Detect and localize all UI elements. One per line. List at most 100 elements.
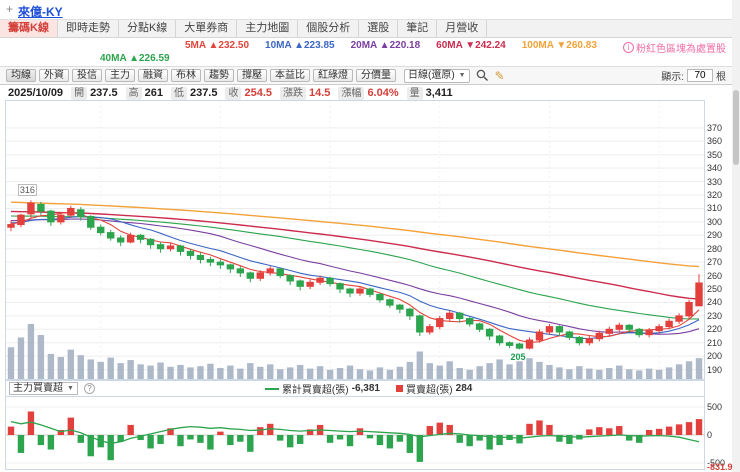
display-count-input[interactable]	[687, 69, 713, 82]
ma-legend-10MA: 10MA ▲223.85	[265, 40, 335, 51]
display-label: 顯示:	[661, 72, 684, 83]
price-axis-tick: 340	[707, 163, 723, 174]
change-pct-value: 6.04%	[367, 87, 399, 99]
price-axis-tick: 360	[707, 136, 723, 147]
volume-label: 量	[406, 86, 423, 100]
display-unit: 根	[716, 72, 726, 83]
flow-axis-tick: 500	[707, 402, 723, 412]
tab-2[interactable]: 即時走勢	[57, 20, 119, 37]
tab-7[interactable]: 選股	[359, 20, 399, 37]
price-axis-tick: 220	[707, 324, 723, 335]
sub-panel-legend: 累計買賣超(張) -6,381 買賣超(張) 284	[264, 381, 473, 396]
high-label: 高	[125, 86, 142, 100]
price-axis-tick: 330	[707, 176, 723, 187]
ma5-line	[10, 211, 700, 344]
change-pct-label: 漲幅	[338, 86, 365, 100]
help-icon[interactable]: ?	[83, 383, 95, 394]
ma-legend-100MA: 100MA ▼260.83	[521, 40, 597, 51]
sub-chart-canvas[interactable]	[5, 396, 705, 470]
scrollbar-thumb[interactable]	[733, 90, 739, 165]
add-tab-button[interactable]: +	[5, 2, 13, 16]
tab-bar: 籌碼K線 即時走勢 分點K線 大單券商 主力地圖 個股分析 選股 筆記 月營收	[0, 20, 740, 38]
change-value: 14.5	[309, 87, 331, 99]
toolbar-button-均線[interactable]: 均線	[6, 69, 36, 82]
title-bar: + 來億-KY	[0, 0, 740, 20]
price-axis-tick: 260	[707, 270, 723, 281]
ma-legend-40MA: 40MA ▲226.59	[100, 53, 170, 64]
toolbar-button-分價量[interactable]: 分價量	[356, 69, 396, 82]
cumulative-legend-value: -6,381	[351, 383, 380, 394]
price-axis-tick: 310	[707, 203, 723, 214]
price-axis-tick: 320	[707, 190, 723, 200]
tab-1[interactable]: 籌碼K線	[0, 20, 58, 37]
ma-legend-row2: 40MA ▲226.59	[100, 53, 186, 65]
chevron-down-icon: ▼	[67, 385, 74, 392]
period-select-value: 日線(還原)	[408, 69, 455, 81]
tab-3[interactable]: 分點K線	[118, 20, 177, 37]
close-label: 收	[225, 86, 242, 100]
indicator-select[interactable]: 主力買賣超 ▼	[9, 382, 78, 395]
ma100-line	[10, 201, 700, 268]
cumulative-line-swatch	[264, 387, 279, 390]
cumulative-flow-line	[10, 420, 700, 445]
quote-date: 2025/10/09	[8, 87, 64, 99]
price-axis-tick: 210	[707, 337, 723, 348]
window-scrollbar[interactable]	[732, 0, 740, 472]
change-label: 漲跌	[280, 86, 307, 100]
period-select[interactable]: 日線(還原) ▼	[404, 68, 470, 83]
ma10-line	[10, 215, 700, 340]
ohlc-bar: 2025/10/09 開 237.5 高 261 低 237.5 收 254.5 漲跌 1…	[8, 86, 453, 100]
open-label: 開	[71, 86, 88, 100]
price-axis-tick: 270	[707, 257, 723, 268]
price-axis-tick: 190	[707, 364, 723, 375]
toolbar-button-本益比[interactable]: 本益比	[270, 69, 310, 82]
flow-axis-min: -831.9	[707, 462, 733, 472]
tab-8[interactable]: 筆記	[398, 20, 438, 37]
close-value: 254.5	[244, 87, 273, 99]
zoom-icon[interactable]	[476, 69, 489, 83]
tab-6[interactable]: 個股分析	[298, 20, 360, 37]
toolbar-button-融資[interactable]: 融資	[138, 69, 168, 82]
toolbar-button-布林[interactable]: 布林	[171, 69, 201, 82]
price-axis-tick: 200	[707, 351, 723, 362]
ma-legend-row1: 5MA ▲232.50 10MA ▲223.85 20MA ▲220.18 60MA …	[185, 40, 613, 53]
low-label: 低	[170, 86, 187, 100]
price-axis-tick: 250	[707, 284, 723, 295]
toolbar-button-趨勢[interactable]: 趨勢	[204, 69, 234, 82]
flow-axis-tick: 0	[707, 430, 713, 440]
toolbar-button-主力[interactable]: 主力	[105, 69, 135, 82]
main-chart-canvas[interactable]	[5, 100, 705, 380]
high-annotation: 316	[17, 184, 37, 197]
sub-panel-header: 主力買賣超 ▼ ? 累計買賣超(張) -6,381 買賣超(張) 284	[5, 380, 705, 396]
toolbar-button-投信[interactable]: 投信	[72, 69, 102, 82]
price-axis-tick: 230	[707, 310, 723, 321]
ma60-line	[10, 210, 700, 300]
tab-4[interactable]: 大單券商	[176, 20, 238, 37]
high-value: 261	[144, 87, 163, 99]
cumulative-legend-label: 累計買賣超(張)	[281, 385, 349, 396]
price-axis-tick: 300	[707, 216, 723, 227]
toolbar-button-撐壓[interactable]: 撐壓	[237, 69, 267, 82]
toolbar-button-紅綠燈[interactable]: 紅綠燈	[313, 69, 353, 82]
toolbar-button-外資[interactable]: 外資	[39, 69, 69, 82]
price-axis-tick: 290	[707, 230, 723, 241]
ma20-line	[11, 218, 700, 335]
low-annotation: 205	[510, 352, 526, 363]
stock-title[interactable]: 來億-KY	[18, 5, 63, 19]
display-count-control: 顯示: 根	[661, 68, 726, 83]
ma-legend-20MA: 20MA ▲220.18	[350, 40, 421, 51]
tab-5[interactable]: 主力地圖	[237, 20, 299, 37]
price-axis-tick: 370	[707, 122, 723, 133]
draw-pen-icon[interactable]: ✎	[494, 68, 505, 83]
indicator-select-value: 主力買賣超	[13, 383, 63, 394]
disposition-notice-text: 粉紅色區塊為處置股	[636, 44, 726, 55]
chart-toolbar: 均線 外資 投信 主力 融資 布林 趨勢 撐壓 本益比 紅綠燈 分價量 日線(還原) ▼ ✎ 顯示:…	[0, 66, 740, 85]
price-axis-tick: 280	[707, 243, 723, 254]
netflow-legend-value: 284	[455, 383, 473, 394]
tab-9[interactable]: 月營收	[437, 20, 488, 37]
open-value: 237.5	[90, 87, 118, 99]
netflow-bar-swatch	[395, 385, 403, 392]
ma-legend-5MA: 5MA ▲232.50	[185, 40, 250, 51]
disposition-notice: i 粉紅色區塊為處置股	[623, 40, 726, 55]
